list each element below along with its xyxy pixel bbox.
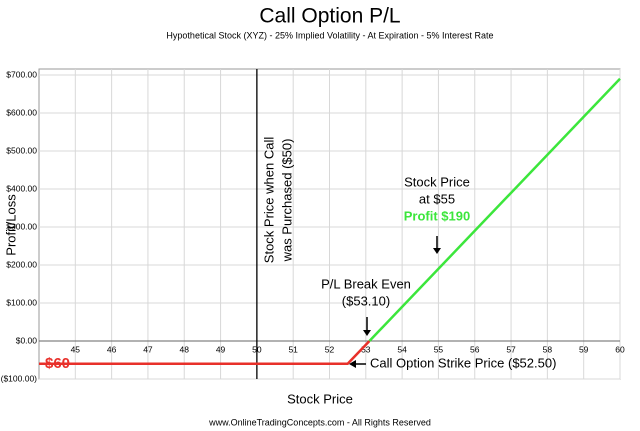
x-tick-label: 52 [325,344,335,354]
profit-annotation: Stock Price [404,174,470,189]
footer: www.OnlineTradingConcepts.com - All Righ… [208,417,431,427]
reference-label: Stock Price when Call [261,137,276,264]
chart-title: Call Option P/L [259,5,400,28]
y-tick-label: $600.00 [6,107,37,117]
line-series [368,77,621,342]
y-tick-label: $400.00 [6,183,37,193]
loss-annotation: -$60 [40,355,70,372]
x-axis-label: Stock Price [287,391,353,406]
break-even-annotation: P/L Break Even [321,276,411,291]
line-series [39,340,371,366]
x-tick-label: 55 [434,344,444,354]
y-tick-label: $300.00 [6,221,37,231]
x-tick-label: 59 [579,344,589,354]
x-tick-label: 53 [361,344,371,354]
y-tick-label: $0.00 [16,335,38,345]
chart-subtitle: Hypothetical Stock (XYZ) - 25% Implied V… [166,30,493,40]
y-tick-label: $200.00 [6,259,37,269]
x-tick-label: 57 [506,344,516,354]
profit-annotation: Profit $190 [404,208,470,223]
arrow-head [433,248,441,254]
y-tick-label: $100.00 [6,297,37,307]
profit-annotation: at $55 [419,191,455,206]
x-tick-label: 47 [143,344,153,354]
reference-label: was Purchased ($50) [279,139,294,263]
x-tick-label: 51 [288,344,298,354]
x-tick-label: 48 [180,344,190,354]
strike-annotation: Call Option Strike Price ($52.50) [370,355,556,370]
x-tick-label: 46 [107,344,117,354]
x-tick-label: 45 [71,344,81,354]
x-tick-label: 49 [216,344,226,354]
x-tick-label: 54 [397,344,407,354]
x-tick-label: 58 [543,344,553,354]
x-tick-label: 56 [470,344,480,354]
arrow-head [349,360,356,368]
arrow-head [363,330,371,336]
y-tick-label: $500.00 [6,145,37,155]
y-axis-label: Profit/Loss [3,194,18,256]
y-tick-label: ($100.00) [1,373,38,383]
y-tick-label: $700.00 [6,69,37,79]
break-even-annotation: ($53.10) [342,293,390,308]
x-tick-label: 60 [615,344,625,354]
